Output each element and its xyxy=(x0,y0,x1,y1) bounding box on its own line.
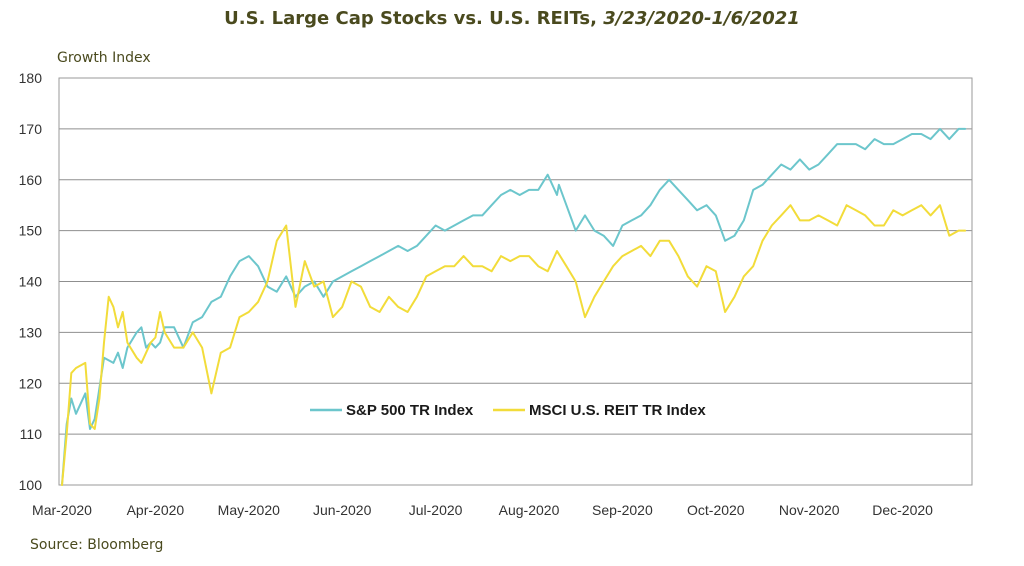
legend-label: S&P 500 TR Index xyxy=(346,402,474,419)
x-axis-ticks: Mar-2020 Apr-2020 May-2020 Jun-2020 Jul-2020… xyxy=(32,502,933,518)
x-tick-label: May-2020 xyxy=(218,502,280,518)
x-tick-label: Aug-2020 xyxy=(499,502,560,518)
y-tick-label: 130 xyxy=(19,324,43,340)
chart-title-main: U.S. Large Cap Stocks vs. U.S. REITs, xyxy=(224,8,604,29)
sp500-line xyxy=(61,127,967,486)
y-tick-label: 140 xyxy=(19,274,43,290)
y-tick-label: 110 xyxy=(20,426,43,442)
x-tick-label: Apr-2020 xyxy=(127,502,185,518)
series-lines xyxy=(61,127,967,486)
y-tick-label: 180 xyxy=(19,70,43,86)
y-tick-label: 170 xyxy=(19,121,43,137)
y-axis-label: Growth Index xyxy=(57,50,151,66)
y-tick-label: 160 xyxy=(19,172,43,188)
y-tick-label: 120 xyxy=(19,375,43,391)
y-tick-label: 100 xyxy=(19,477,43,493)
x-tick-label: Oct-2020 xyxy=(687,502,745,518)
reit-line xyxy=(61,204,967,486)
x-tick-label: Jun-2020 xyxy=(313,502,372,518)
source-note: Source: Bloomberg xyxy=(30,537,164,553)
x-tick-label: Jul-2020 xyxy=(409,502,463,518)
chart-title-dates: 3/23/2020-1/6/2021 xyxy=(603,8,800,29)
legend-label: MSCI U.S. REIT TR Index xyxy=(529,402,706,419)
legend: S&P 500 TR Index MSCI U.S. REIT TR Index xyxy=(310,402,706,419)
y-tick-label: 150 xyxy=(19,223,43,239)
x-tick-label: Sep-2020 xyxy=(592,502,653,518)
x-tick-label: Dec-2020 xyxy=(872,502,933,518)
x-tick-label: Nov-2020 xyxy=(779,502,840,518)
y-axis-ticks: 100 110 120 130 140 150 160 170 180 xyxy=(19,70,43,493)
x-tick-label: Mar-2020 xyxy=(32,502,92,518)
grid-lines xyxy=(59,128,972,435)
chart-title: U.S. Large Cap Stocks vs. U.S. REITs, 3/… xyxy=(0,8,1024,29)
plot-frame xyxy=(58,77,973,486)
